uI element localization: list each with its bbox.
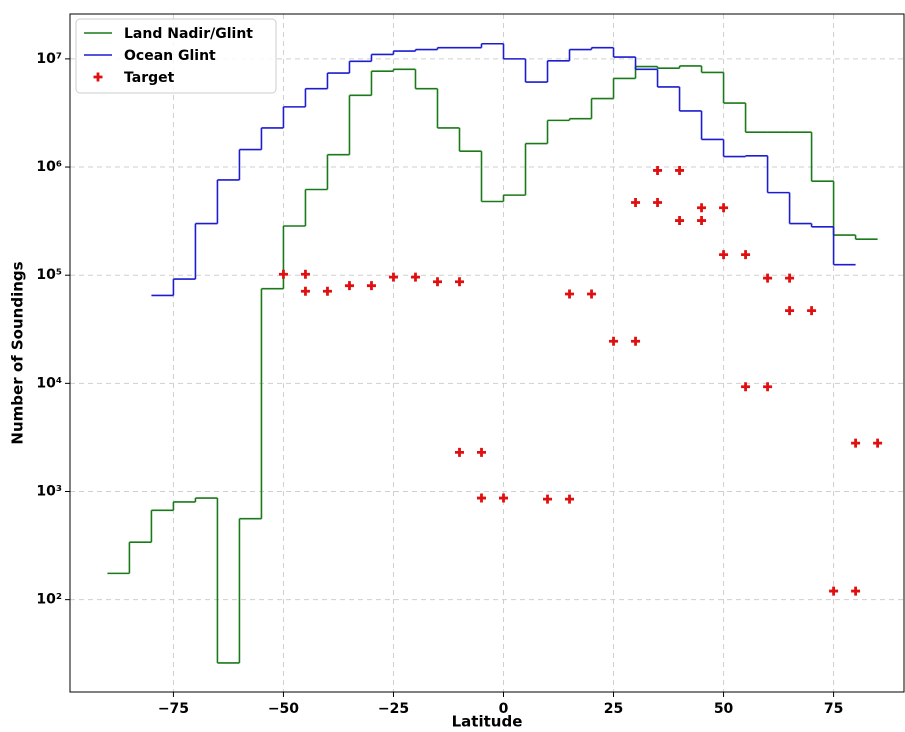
target-marker (476, 493, 486, 503)
target-marker (785, 306, 795, 316)
target-marker (476, 447, 486, 457)
x-axis-label: Latitude (452, 713, 523, 731)
legend-label: Target (124, 70, 175, 86)
y-tick-label: 10⁴ (36, 375, 62, 391)
target-marker (565, 494, 575, 504)
target-marker (851, 438, 861, 448)
target-marker (763, 273, 773, 283)
target-marker (697, 216, 707, 226)
target-marker (873, 438, 883, 448)
target-marker (454, 277, 464, 287)
target-marker (388, 272, 398, 282)
y-tick-label: 10⁶ (36, 159, 62, 175)
target-marker (366, 281, 376, 291)
plot-marks (107, 42, 883, 664)
x-tick-label: 0 (499, 701, 509, 717)
legend-swatch (93, 72, 103, 82)
legend-box (75, 18, 277, 94)
target-marker (300, 286, 310, 296)
target-marker (697, 203, 707, 213)
target-marker (300, 269, 310, 279)
target-marker (851, 586, 861, 596)
x-tick-label: −75 (158, 701, 189, 717)
x-tick-label: −25 (378, 701, 409, 717)
x-tick-label: 50 (714, 701, 734, 717)
target-marker (675, 216, 685, 226)
target-marker (278, 269, 288, 279)
target-marker (741, 250, 751, 260)
target-marker (322, 286, 332, 296)
plot-frame (69, 13, 905, 693)
target-marker (675, 165, 685, 175)
target-marker (741, 382, 751, 392)
target-marker (454, 447, 464, 457)
target-marker (609, 336, 619, 346)
target-marker (543, 494, 553, 504)
y-tick-label: 10⁵ (36, 267, 62, 283)
target-marker (653, 165, 663, 175)
target-marker (344, 281, 354, 291)
legend-label: Ocean Glint (124, 48, 216, 64)
y-tick-label: 10³ (36, 483, 62, 499)
target-marker (719, 250, 729, 260)
target-marker (785, 273, 795, 283)
legend: Land Nadir/Glint Ocean Glint Target (75, 18, 277, 94)
x-tick-label: 75 (824, 701, 843, 717)
target-marker (499, 493, 509, 503)
target-marker (807, 306, 817, 316)
axes: −75 −50 −25 0 25 50 75 10² 10³ 10⁴ 10⁵ 10⁶ 10⁷ (36, 51, 843, 717)
target-marker (763, 382, 773, 392)
legend-label: Land Nadir/Glint (124, 26, 253, 42)
target-marker (587, 289, 597, 299)
y-tick-label: 10⁷ (36, 51, 62, 67)
target-marker (410, 272, 420, 282)
x-tick-label: 25 (604, 701, 623, 717)
target-marker (565, 289, 575, 299)
x-tick-label: −50 (268, 701, 299, 717)
target-marker (719, 203, 729, 213)
target-marker (829, 586, 839, 596)
target-marker (432, 277, 442, 287)
target-marker (653, 197, 663, 207)
target-marker (631, 336, 641, 346)
target-marker (631, 197, 641, 207)
y-axis-label: Number of Soundings (9, 261, 27, 444)
y-tick-label: 10² (36, 592, 62, 608)
